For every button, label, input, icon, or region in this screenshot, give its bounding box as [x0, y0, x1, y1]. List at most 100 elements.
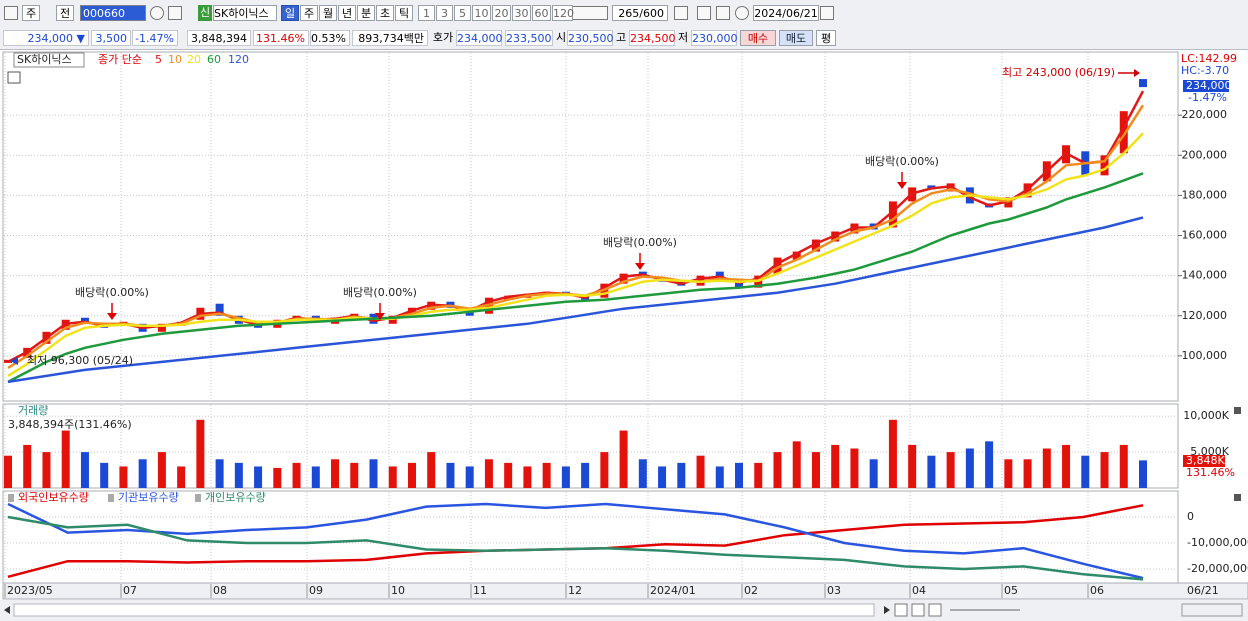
interval-button[interactable]: 3	[436, 5, 453, 21]
y-tick-label: 180,000	[1182, 188, 1228, 201]
interval-button[interactable]: 30	[512, 5, 531, 21]
period-button[interactable]: 주	[300, 5, 318, 21]
save-icon[interactable]	[716, 6, 730, 20]
panel-close[interactable]	[1234, 494, 1241, 501]
volume-bar	[619, 430, 628, 488]
search-icon[interactable]	[150, 6, 164, 20]
annotation-arrow	[1134, 69, 1140, 77]
scroll-track[interactable]	[13, 603, 875, 617]
code-input[interactable]: 000660	[80, 5, 146, 21]
quote-bid-label: 호가	[432, 31, 454, 44]
volume-bar	[369, 459, 378, 488]
volume-bar	[61, 430, 70, 488]
interval-button[interactable]: 10	[472, 5, 491, 21]
nav-button[interactable]	[894, 603, 908, 617]
volume-bar	[831, 444, 840, 488]
annotation: 배당락(0.00%)	[343, 286, 417, 299]
period-button[interactable]: 년	[338, 5, 356, 21]
date-field[interactable]: 2024/06/21	[753, 5, 819, 21]
last-price-box	[1183, 80, 1229, 92]
volume-bar	[311, 466, 320, 488]
legend-label: 개인보유수량	[205, 491, 266, 504]
volume-bar	[561, 466, 570, 488]
volume-bar	[42, 452, 51, 488]
candle	[619, 273, 628, 284]
scroll-right[interactable]	[884, 606, 890, 614]
tool-icon[interactable]	[674, 6, 688, 20]
volume-bar	[811, 452, 820, 488]
y-tick-label: 100,000	[1182, 349, 1228, 362]
volume-bar	[331, 459, 340, 488]
right-label: LC:142.99	[1181, 52, 1237, 65]
volume-bar	[696, 455, 705, 488]
panel-subtitle: 3,848,394주(131.46%)	[8, 418, 132, 431]
legend-swatch	[195, 494, 201, 502]
legend-label: 기관보유수량	[118, 491, 179, 504]
panel-close[interactable]	[1234, 407, 1241, 414]
x-tick-label: 10	[391, 584, 405, 597]
sell-button[interactable]: 매도	[779, 30, 813, 46]
sound-icon[interactable]	[168, 6, 182, 20]
scroll-left[interactable]	[4, 606, 10, 614]
quote-high-label: 고	[615, 31, 627, 44]
x-tick-label: 2024/01	[650, 584, 696, 597]
nav-button[interactable]	[928, 603, 942, 617]
volume-bar	[715, 466, 724, 488]
period-button[interactable]: 일	[281, 5, 299, 21]
volume-bar	[4, 455, 12, 488]
eval-button[interactable]: 평	[816, 30, 836, 46]
volume-bar	[254, 466, 263, 488]
period-button[interactable]: 틱	[395, 5, 413, 21]
volume-bar	[23, 444, 32, 488]
candle	[888, 201, 897, 228]
interval-button[interactable]: 120	[552, 5, 574, 21]
calendar-icon[interactable]	[820, 6, 834, 20]
settings-icon[interactable]	[735, 6, 749, 20]
interval-button[interactable]: 20	[492, 5, 511, 21]
x-axis-bar	[2, 582, 1248, 600]
interval-button[interactable]: 1	[418, 5, 435, 21]
volume-bar	[677, 462, 686, 488]
annotation: 최저 96,300 (05/24)	[27, 354, 133, 367]
period-button[interactable]: 초	[376, 5, 394, 21]
candle	[811, 239, 820, 252]
view-select[interactable]: 전	[56, 5, 74, 21]
y-tick-label: 220,000	[1182, 108, 1228, 121]
panel-icon[interactable]	[7, 71, 21, 84]
volume-bar	[1062, 444, 1071, 488]
moving-average	[7, 132, 1144, 377]
volume-bar	[850, 448, 859, 488]
volume-bar	[350, 462, 359, 488]
legend-label: 10	[168, 53, 182, 66]
holding-line	[7, 502, 1144, 580]
new-badge[interactable]: 신	[198, 5, 212, 21]
volume-bar	[504, 462, 513, 488]
quote-change: 3,500	[91, 30, 131, 46]
buy-button[interactable]: 매수	[740, 30, 776, 46]
volume-bar	[157, 452, 166, 488]
period-button[interactable]: 월	[319, 5, 337, 21]
volume-bar	[600, 452, 609, 488]
count-field[interactable]: 265/600	[612, 5, 668, 21]
y-tick-label: -20,000,000	[1187, 562, 1248, 575]
volume-bar	[927, 455, 936, 488]
tool-icon[interactable]	[697, 6, 711, 20]
annotation-arrow	[10, 357, 18, 365]
zoom-controls[interactable]	[1181, 603, 1243, 617]
menu-icon[interactable]	[4, 6, 18, 20]
volume-bar	[100, 462, 109, 488]
period-button[interactable]: 분	[357, 5, 375, 21]
volume-bar	[658, 466, 667, 488]
volume-bar	[754, 462, 763, 488]
interval-button[interactable]: 60	[532, 5, 551, 21]
candle	[1100, 155, 1109, 176]
quote-low: 230,000	[691, 30, 738, 46]
quote-price: 234,000 ▼	[3, 30, 89, 46]
interval-button[interactable]: 5	[454, 5, 471, 21]
nav-button[interactable]	[911, 603, 925, 617]
market-select[interactable]: 주	[22, 5, 40, 21]
y-tick-label: 5,000K	[1190, 445, 1229, 458]
quote-volume-ratio: 131.46%	[253, 30, 309, 46]
quote-open: 230,500	[567, 30, 614, 46]
